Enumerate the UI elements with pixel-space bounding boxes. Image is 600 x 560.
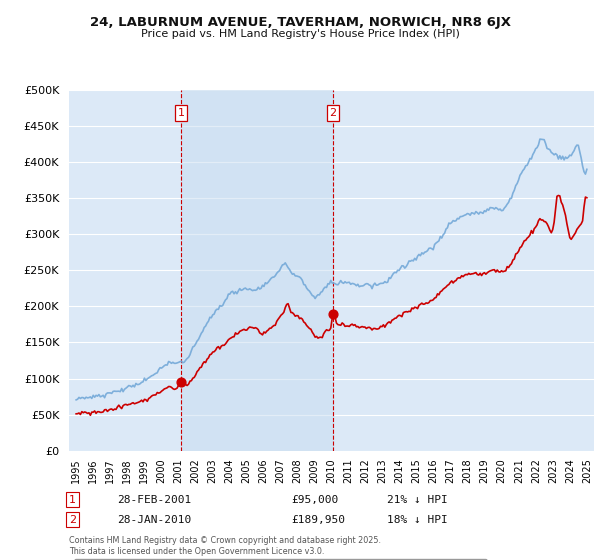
Text: £189,950: £189,950 xyxy=(291,515,345,525)
Text: Contains HM Land Registry data © Crown copyright and database right 2025.
This d: Contains HM Land Registry data © Crown c… xyxy=(69,536,381,556)
Point xyxy=(328,309,338,318)
Bar xyxy=(181,90,333,451)
Legend: 24, LABURNUM AVENUE, TAVERHAM, NORWICH, NR8 6JX (detached house), HPI: Average p: 24, LABURNUM AVENUE, TAVERHAM, NORWICH, … xyxy=(74,559,487,560)
Text: 28-FEB-2001: 28-FEB-2001 xyxy=(117,494,191,505)
Text: £95,000: £95,000 xyxy=(291,494,338,505)
Text: 1: 1 xyxy=(69,494,76,505)
Text: 18% ↓ HPI: 18% ↓ HPI xyxy=(387,515,448,525)
Point xyxy=(176,377,185,386)
Text: Price paid vs. HM Land Registry's House Price Index (HPI): Price paid vs. HM Land Registry's House … xyxy=(140,29,460,39)
Text: 2: 2 xyxy=(329,108,337,118)
Text: 2: 2 xyxy=(69,515,76,525)
Text: 28-JAN-2010: 28-JAN-2010 xyxy=(117,515,191,525)
Text: 24, LABURNUM AVENUE, TAVERHAM, NORWICH, NR8 6JX: 24, LABURNUM AVENUE, TAVERHAM, NORWICH, … xyxy=(89,16,511,29)
Text: 1: 1 xyxy=(178,108,184,118)
Text: 21% ↓ HPI: 21% ↓ HPI xyxy=(387,494,448,505)
